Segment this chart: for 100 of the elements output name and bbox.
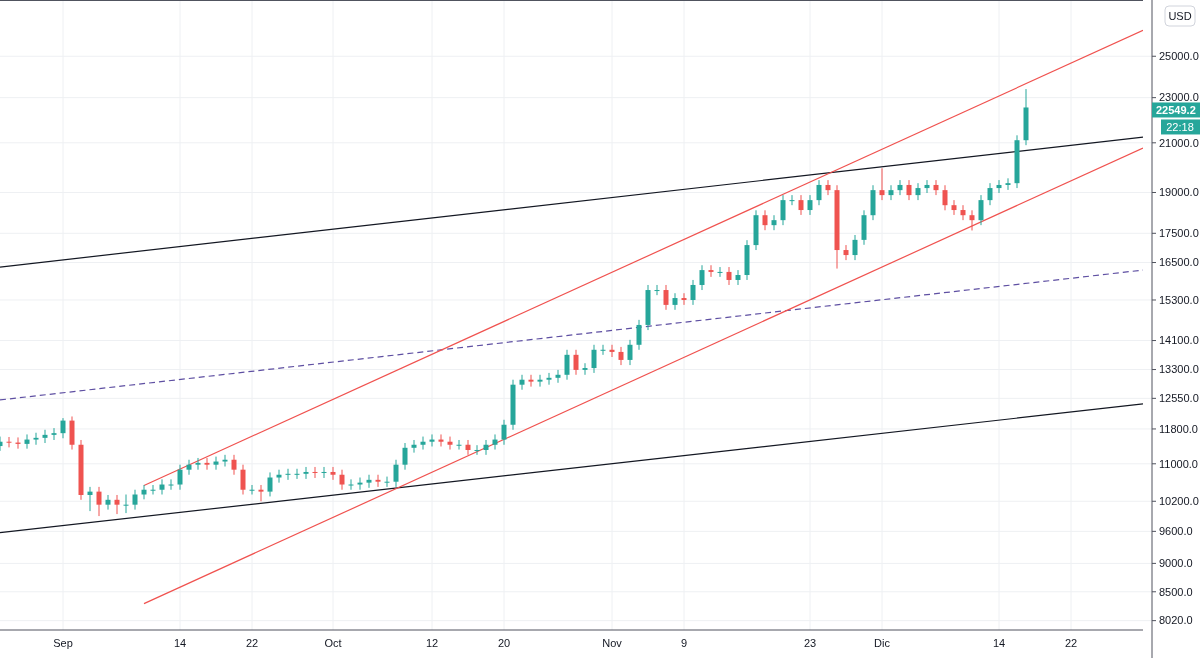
candlestick	[276, 469, 282, 484]
candlestick	[231, 454, 237, 476]
x-tick-label: Oct	[324, 637, 342, 649]
y-tick-label: 11000.0	[1159, 457, 1198, 470]
y-tick-label: 19000.0	[1159, 186, 1199, 199]
candlestick	[384, 476, 390, 488]
candlestick	[123, 494, 129, 514]
candlestick	[843, 244, 849, 261]
candlestick	[690, 279, 696, 306]
candlestick	[411, 439, 417, 454]
candlestick	[24, 433, 30, 450]
x-tick-label: 12	[425, 637, 439, 649]
candlestick	[402, 442, 408, 471]
candlestick	[906, 179, 912, 201]
candlestick	[591, 344, 597, 374]
x-tick-label: 9	[680, 637, 688, 649]
candlestick	[600, 344, 606, 356]
x-tick-label: 22	[245, 637, 259, 649]
y-tick-label: 8500.0	[1159, 585, 1193, 598]
candlestick	[555, 369, 561, 384]
text: 22:18	[1166, 120, 1194, 133]
candlestick	[618, 346, 624, 366]
candlestick	[960, 204, 966, 221]
candlestick	[312, 466, 318, 479]
candlestick	[114, 494, 120, 515]
x-tick-label: 23	[803, 637, 817, 649]
candlestick	[465, 439, 471, 456]
candlestick	[159, 478, 165, 495]
x-tick-label: 14	[992, 637, 1006, 649]
x-tick-label: Dic	[874, 637, 891, 649]
candlestick	[330, 466, 336, 481]
candlestick	[366, 474, 372, 489]
y-tick-label: 11800.0	[1159, 422, 1198, 435]
y-tick-label: 25000.0	[1159, 50, 1199, 63]
candlestick	[321, 466, 327, 479]
candlestick	[375, 474, 381, 488]
y-tick-label: 15300.0	[1159, 293, 1199, 306]
candlestick	[762, 209, 768, 231]
x-tick-label: 20	[497, 637, 511, 649]
candlestick	[474, 444, 480, 456]
candlestick	[1005, 177, 1011, 191]
candlestick	[483, 439, 489, 456]
y-tick-label: 16500.0	[1159, 256, 1199, 269]
x-tick-label: Sep	[53, 637, 73, 649]
candlestick	[942, 184, 948, 211]
candlestick	[222, 454, 228, 467]
y-tick-label: 9000.0	[1159, 557, 1193, 570]
y-tick-label: 17500.0	[1159, 227, 1199, 240]
candlestick	[879, 167, 885, 201]
candlestick	[105, 494, 111, 511]
candlestick	[609, 344, 615, 358]
candlestick	[708, 264, 714, 278]
candlestick	[636, 319, 642, 351]
candlestick	[339, 469, 345, 491]
candlestick	[258, 484, 264, 502]
candlestick	[456, 439, 462, 451]
candlestick	[537, 374, 543, 388]
y-tick-label: 8020.0	[1159, 614, 1193, 627]
y-tick-label: 21000.0	[1159, 136, 1199, 149]
candlestick	[429, 433, 435, 447]
candlestick	[6, 436, 12, 448]
candlestick	[285, 468, 291, 481]
candlestick	[915, 182, 921, 201]
y-tick-label: 23000.0	[1159, 91, 1199, 104]
candlestick	[852, 234, 858, 261]
candlestick	[303, 466, 309, 480]
text: 22549.2	[1156, 103, 1196, 116]
y-tick-label: 9600.0	[1159, 525, 1193, 538]
candlestick	[726, 266, 732, 286]
candlestick	[546, 372, 552, 386]
candlestick	[663, 284, 669, 311]
candlestick	[447, 436, 453, 451]
x-tick-label: 14	[173, 637, 187, 649]
candlestick	[33, 432, 39, 446]
candlestick	[249, 484, 255, 495]
candlestick	[294, 468, 300, 480]
candlestick	[699, 264, 705, 291]
candlestick	[888, 184, 894, 201]
candlestick	[186, 459, 192, 476]
y-tick-label: 10200.0	[1159, 495, 1199, 508]
candlestick	[672, 292, 678, 311]
candlestick	[573, 349, 579, 376]
candlestick	[789, 194, 795, 206]
candlestick	[969, 209, 975, 231]
candlestick	[924, 179, 930, 194]
y-tick-label: 13300.0	[1159, 363, 1199, 376]
candlestick	[519, 374, 525, 391]
text: USD	[1168, 9, 1192, 22]
candlestick	[933, 179, 939, 196]
candlestick	[51, 427, 57, 441]
candlestick	[564, 349, 570, 381]
candlestick	[735, 269, 741, 286]
candlestick	[132, 489, 138, 511]
candlestick	[168, 478, 174, 491]
candlestick	[825, 179, 831, 196]
candlestick	[492, 433, 498, 451]
candlestick	[978, 194, 984, 226]
candlestick	[816, 179, 822, 206]
candlestick	[357, 477, 363, 491]
candlestick	[807, 194, 813, 216]
